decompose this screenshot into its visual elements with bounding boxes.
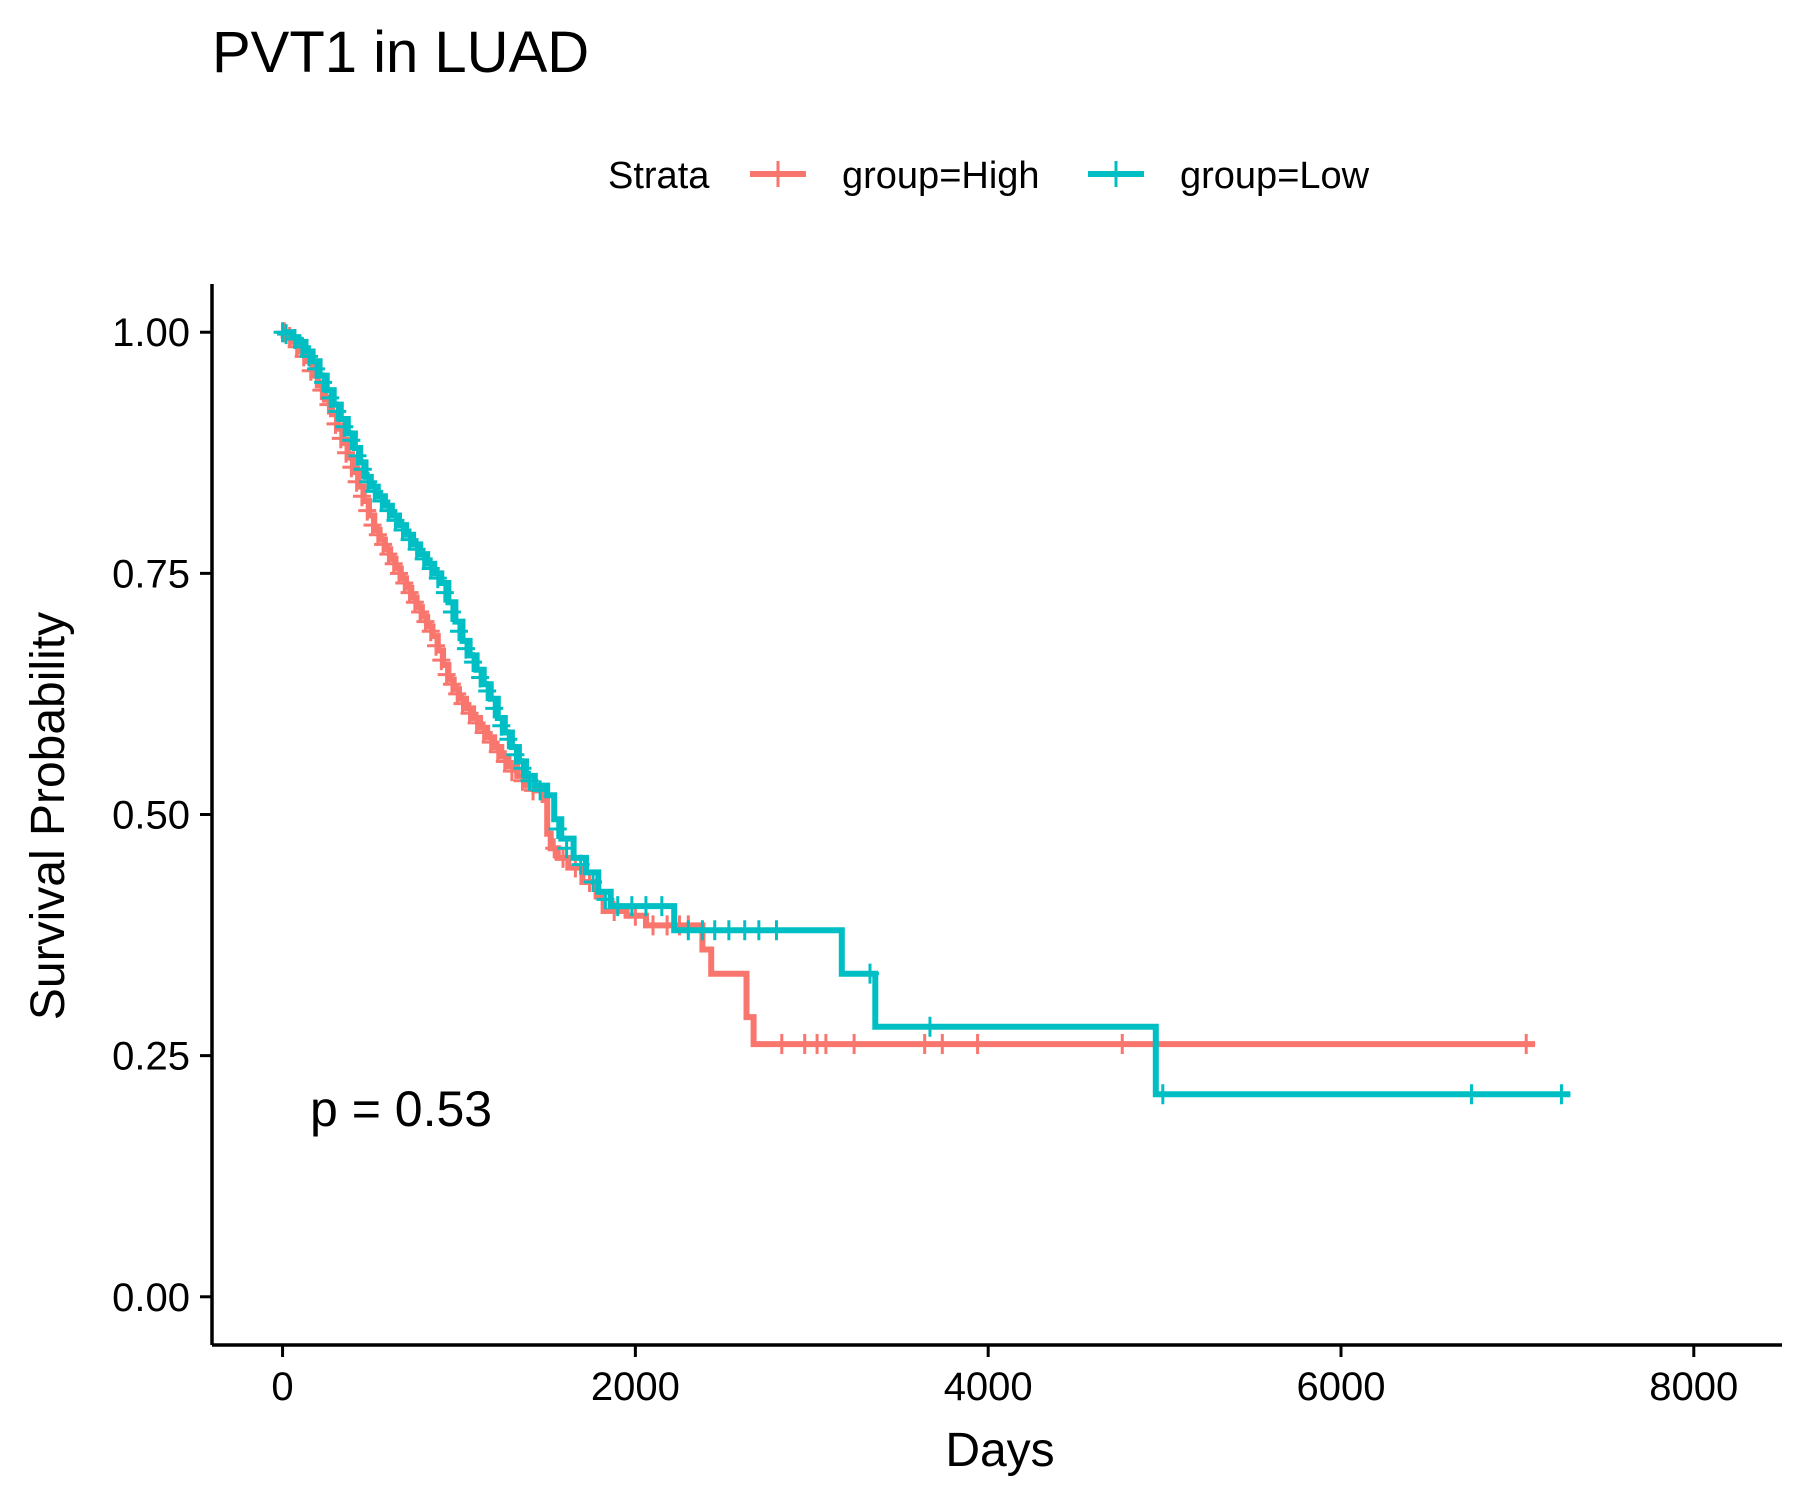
censor-mark: [767, 920, 786, 941]
censor-mark: [331, 428, 350, 449]
y-tick-label: 0.00: [112, 1276, 190, 1320]
censor-mark: [626, 905, 645, 926]
censor-mark: [652, 896, 671, 917]
x-tick-label: 8000: [1649, 1365, 1738, 1409]
censor-mark: [353, 459, 372, 480]
censor-mark: [342, 430, 361, 451]
censor-mark: [485, 698, 504, 719]
x-tick-label: 0: [271, 1365, 293, 1409]
censor-mark: [1153, 1084, 1172, 1105]
legend-item: group=Low: [1088, 155, 1370, 197]
censor-mark: [499, 729, 518, 750]
legend-title: Strata: [608, 155, 710, 197]
censor-mark: [772, 1034, 791, 1055]
x-tick-label: 6000: [1296, 1365, 1385, 1409]
censor-mark: [1517, 1034, 1536, 1055]
x-axis-label: Days: [945, 1424, 1054, 1477]
censor-mark: [307, 358, 326, 379]
censor-mark: [277, 324, 296, 345]
legend-label: group=Low: [1180, 155, 1370, 197]
y-tick-label: 0.75: [112, 552, 190, 596]
x-tick-label: 4000: [944, 1365, 1033, 1409]
censor-mark: [492, 715, 511, 736]
censor-mark: [328, 401, 347, 422]
censor-mark: [557, 838, 576, 859]
y-tick-label: 0.25: [112, 1035, 190, 1079]
censor-mark: [548, 818, 567, 839]
censor-mark: [478, 681, 497, 702]
censor-mark: [335, 416, 354, 437]
plot-area: [273, 322, 1571, 1105]
survival-curve: [282, 329, 1535, 1048]
censor-mark: [506, 744, 525, 765]
censor-mark: [968, 1034, 987, 1055]
censor-mark: [513, 758, 532, 779]
censor-mark: [571, 854, 590, 875]
censor-mark: [502, 761, 521, 782]
legend-items: group=High group=Low: [750, 155, 1370, 197]
y-axis-label: Survival Probability: [22, 612, 75, 1020]
censor-mark: [427, 635, 446, 656]
censor-mark: [421, 621, 440, 642]
censor-mark: [449, 621, 468, 642]
censor-mark: [719, 920, 738, 941]
censor-mark: [457, 638, 476, 659]
censor-mark: [920, 1016, 939, 1037]
censor-mark: [933, 1034, 952, 1055]
censor-mark: [428, 568, 447, 589]
censor-mark: [584, 872, 603, 893]
censor-mark: [1462, 1084, 1481, 1105]
censor-mark: [1113, 1034, 1132, 1055]
censor-mark: [348, 445, 367, 466]
censor-mark: [554, 847, 573, 868]
censor-mark: [432, 650, 451, 671]
series-low: [273, 322, 1571, 1105]
censor-mark: [300, 346, 319, 367]
p-value-annotation: p = 0.53: [310, 1081, 492, 1137]
censor-mark: [1552, 1084, 1571, 1105]
y-tick-label: 1.00: [112, 311, 190, 355]
series-high: [275, 322, 1536, 1055]
censor-mark: [596, 889, 615, 910]
censor-mark: [749, 920, 768, 941]
censor-mark: [531, 780, 550, 801]
censor-mark: [358, 500, 377, 521]
censor-mark: [314, 372, 333, 393]
censor-mark: [435, 582, 454, 603]
censor-mark: [816, 1034, 835, 1055]
censor-mark: [273, 322, 292, 343]
legend-item: group=High: [750, 155, 1040, 197]
censor-mark: [860, 963, 879, 984]
chart-title: PVT1 in LUAD: [212, 20, 589, 85]
censor-mark: [520, 770, 539, 791]
censor-mark: [326, 413, 345, 434]
legend-label: group=High: [842, 155, 1040, 197]
censor-mark: [352, 486, 371, 507]
x-tick-label: 2000: [591, 1365, 680, 1409]
censor-mark: [442, 601, 461, 622]
legend: Strata group=High group=Low: [608, 155, 1370, 197]
censor-mark: [915, 1034, 934, 1055]
censor-mark: [471, 667, 490, 688]
axes: 0 2000 4000 6000 8000 0.00 0.25 0.50 0.75 1.00: [112, 284, 1782, 1409]
censor-mark: [337, 442, 356, 463]
censor-mark: [636, 896, 655, 917]
censor-mark: [464, 652, 483, 673]
censor-mark: [845, 1034, 864, 1055]
y-tick-label: 0.50: [112, 794, 190, 838]
censor-mark: [321, 387, 340, 408]
censor-mark: [342, 457, 361, 478]
